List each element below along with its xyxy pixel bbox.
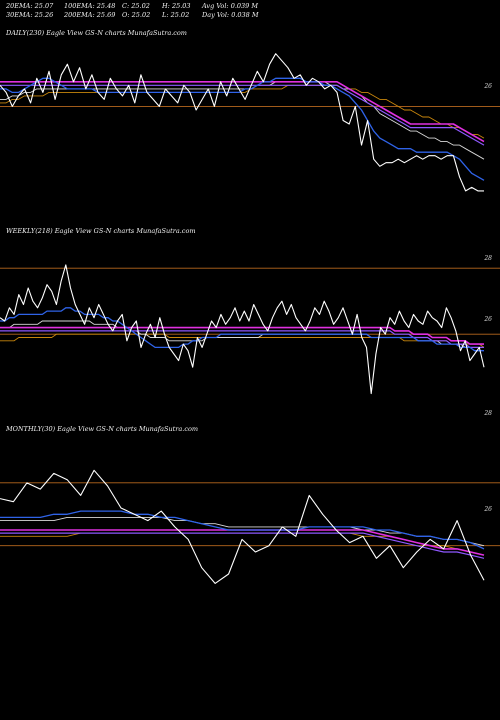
weekly-series-price (0, 264, 485, 395)
stat-close: C: 25.02 (122, 2, 150, 10)
weekly-series-ema-short (0, 307, 484, 352)
stat-ema30: 30EMA: 25.26 (6, 11, 54, 19)
weekly-ytick-top: 28 (484, 255, 492, 262)
daily-series-ema-short (0, 77, 485, 181)
daily-series-band-magenta (0, 81, 485, 143)
weekly-ytick-mid: 26 (484, 316, 492, 323)
stats-row-2: 30EMA: 25.26 200EMA: 25.69 O: 25.02 L: 2… (6, 11, 259, 19)
daily-series-band-violet (0, 84, 485, 146)
stat-ema100: 100EMA: 25.48 (64, 2, 116, 10)
weekly-ytick-bottom: 28 (484, 410, 492, 417)
monthly-panel-title: MONTHLY(30) Eagle View GS-N charts Munaf… (6, 425, 199, 433)
stat-day-vol: Day Vol: 0.038 M (202, 11, 259, 19)
monthly-ytick: 26 (484, 506, 492, 513)
stat-open: O: 25.02 (122, 11, 151, 19)
stats-row-1: 20EMA: 25.07 100EMA: 25.48 C: 25.02 H: 2… (6, 2, 258, 10)
weekly-series-band-magenta (0, 326, 484, 345)
daily-series-price (0, 53, 484, 192)
monthly-series-price (0, 469, 485, 584)
monthly-series-ema-short (0, 510, 485, 550)
stat-ema200: 200EMA: 25.69 (64, 11, 116, 19)
monthly-series-band-violet (0, 532, 485, 559)
daily-ytick: 26 (484, 83, 492, 90)
stat-avg-vol: Avg Vol: 0.039 M (202, 2, 259, 10)
weekly-series-band-violet (0, 330, 484, 348)
weekly-panel-title: WEEKLY(218) Eagle View GS-N charts Munaf… (6, 227, 196, 235)
stat-low: L: 25.02 (162, 11, 190, 19)
daily-series-ema-long (0, 84, 485, 139)
monthly-series-band-magenta (0, 529, 485, 556)
stat-ema20: 20EMA: 25.07 (6, 2, 54, 10)
daily-panel-title: DAILY(230) Eagle View GS-N charts Munafa… (6, 29, 187, 37)
stat-high: H: 25.03 (162, 2, 191, 10)
